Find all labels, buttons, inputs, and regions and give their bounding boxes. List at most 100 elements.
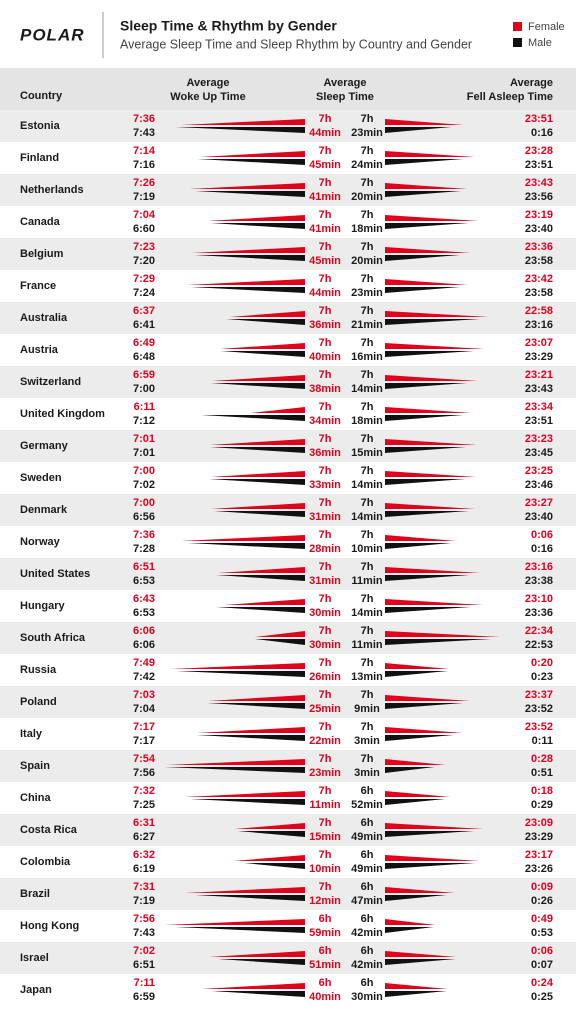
legend-swatch-female — [513, 22, 522, 31]
fell-asleep-wedge — [385, 799, 446, 805]
sleep-hours: 6h — [361, 977, 374, 989]
fell-asleep-time: 23:21 — [525, 369, 553, 381]
fell-asleep-wedge — [385, 287, 460, 293]
woke-up-wedge — [209, 439, 305, 445]
woke-up-wedge — [186, 279, 305, 285]
fell-asleep-wedge — [385, 311, 489, 317]
woke-up-wedge — [220, 351, 305, 357]
fell-asleep-wedge — [385, 735, 454, 741]
sleep-minutes: 42min — [351, 959, 383, 971]
woke-up-wedge — [234, 823, 305, 829]
woke-up-wedge — [216, 575, 305, 581]
woke-up-wedge — [219, 343, 305, 349]
woke-up-time: 6:51 — [133, 959, 155, 971]
sleep-hours: 7h — [319, 497, 332, 509]
sleep-minutes: 18min — [351, 415, 383, 427]
column-header: Average — [323, 77, 366, 89]
woke-up-wedge — [208, 695, 305, 701]
row-background — [0, 590, 576, 622]
country: Hungary — [20, 600, 66, 612]
country: United States — [20, 568, 90, 580]
column-header: Woke Up Time — [170, 91, 245, 103]
fell-asleep-time: 0:49 — [531, 913, 553, 925]
fell-asleep-time: 23:43 — [525, 177, 553, 189]
fell-asleep-wedge — [385, 959, 456, 965]
sleep-hours: 6h — [361, 849, 374, 861]
row-background — [0, 878, 576, 910]
country: Finland — [20, 152, 59, 164]
fell-asleep-wedge — [385, 151, 475, 157]
fell-asleep-time: 23:34 — [525, 401, 554, 413]
sleep-hours: 7h — [361, 273, 374, 285]
fell-asleep-time: 23:36 — [525, 607, 553, 619]
fell-asleep-wedge — [385, 375, 478, 381]
row-background — [0, 494, 576, 526]
fell-asleep-wedge — [385, 759, 446, 765]
woke-up-wedge — [191, 287, 305, 293]
woke-up-time: 6:19 — [133, 863, 155, 875]
sleep-minutes: 11min — [351, 639, 382, 651]
woke-up-time: 7:28 — [133, 543, 155, 555]
country: Estonia — [20, 120, 61, 132]
row-background — [0, 526, 576, 558]
fell-asleep-time: 0:16 — [531, 543, 553, 555]
sleep-hours: 7h — [361, 337, 374, 349]
woke-up-time: 6:48 — [133, 351, 155, 363]
legend-label: Male — [528, 37, 552, 49]
row-background — [0, 238, 576, 270]
sleep-hours: 7h — [361, 465, 374, 477]
fell-asleep-wedge — [385, 159, 464, 165]
fell-asleep-wedge — [385, 119, 464, 125]
row-background — [0, 622, 576, 654]
sleep-hours: 7h — [319, 721, 332, 733]
row-background — [0, 174, 576, 206]
woke-up-wedge — [233, 855, 305, 861]
row-background — [0, 974, 576, 1006]
fell-asleep-time: 23:45 — [525, 447, 553, 459]
fell-asleep-time: 22:58 — [525, 305, 553, 317]
woke-up-wedge — [194, 255, 305, 261]
country: Spain — [20, 760, 50, 772]
fell-asleep-wedge — [385, 279, 468, 285]
woke-up-time: 7:11 — [134, 977, 155, 989]
sleep-minutes: 9min — [354, 703, 380, 715]
woke-up-wedge — [224, 599, 305, 605]
sleep-hours: 6h — [319, 977, 332, 989]
fell-asleep-time: 23:43 — [525, 383, 553, 395]
woke-up-time: 6:32 — [133, 849, 155, 861]
sleep-minutes: 49min — [351, 831, 383, 843]
sleep-minutes: 26min — [309, 671, 341, 683]
woke-up-wedge — [196, 727, 305, 733]
row-background — [0, 846, 576, 878]
fell-asleep-time: 23:58 — [525, 255, 553, 267]
woke-up-wedge — [209, 951, 305, 957]
fell-asleep-time: 0:06 — [531, 529, 553, 541]
fell-asleep-wedge — [385, 991, 447, 997]
fell-asleep-wedge — [385, 343, 485, 349]
fell-asleep-time: 0:07 — [531, 959, 553, 971]
row-background — [0, 142, 576, 174]
fell-asleep-time: 23:25 — [525, 465, 553, 477]
sleep-minutes: 21min — [351, 319, 383, 331]
fell-asleep-time: 0:23 — [531, 671, 553, 683]
fell-asleep-time: 23:52 — [525, 703, 553, 715]
woke-up-time: 7:43 — [133, 927, 155, 939]
fell-asleep-time: 22:34 — [525, 625, 554, 637]
woke-up-wedge — [218, 567, 305, 573]
woke-up-time: 7:04 — [133, 703, 156, 715]
sleep-minutes: 14min — [351, 383, 383, 395]
woke-up-wedge — [201, 983, 305, 989]
fell-asleep-time: 0:29 — [531, 799, 553, 811]
sleep-hours: 7h — [361, 369, 374, 381]
sleep-hours: 7h — [361, 177, 374, 189]
woke-up-wedge — [211, 375, 305, 381]
fell-asleep-wedge — [385, 567, 481, 573]
sleep-minutes: 30min — [309, 607, 341, 619]
sleep-minutes: 34min — [309, 415, 341, 427]
woke-up-time: 7:36 — [133, 529, 155, 541]
sleep-hours: 7h — [319, 369, 332, 381]
woke-up-time: 7:01 — [133, 447, 155, 459]
sleep-minutes: 33min — [309, 479, 341, 491]
fell-asleep-wedge — [385, 887, 455, 893]
